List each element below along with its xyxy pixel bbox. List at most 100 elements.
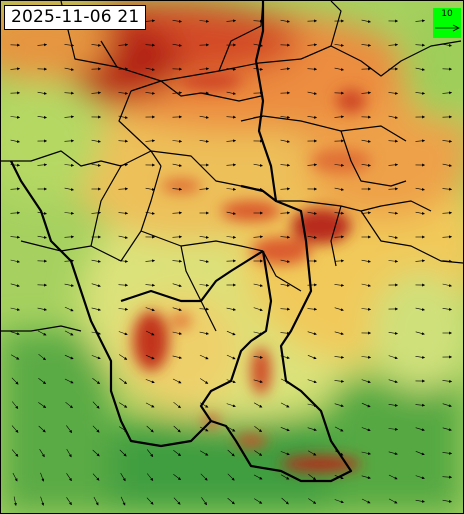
- wind-vector-arrow-icon: [388, 235, 398, 239]
- wind-vector-arrow-icon: [334, 211, 345, 215]
- wind-vector-arrow-icon: [64, 283, 74, 287]
- wind-vector-arrow-icon: [280, 19, 290, 23]
- wind-vector-arrow-icon: [254, 426, 263, 433]
- wind-vector-arrow-icon: [308, 474, 317, 481]
- wind-vector-arrow-icon: [173, 425, 181, 433]
- wind-vector-arrow-icon: [253, 331, 263, 335]
- wind-vector-arrow-icon: [65, 401, 73, 409]
- wind-vector-arrow-icon: [145, 139, 156, 143]
- wind-vector-arrow-icon: [226, 139, 237, 143]
- wind-vector-arrow-icon: [415, 403, 426, 407]
- wind-vector-arrow-icon: [38, 353, 46, 361]
- wind-vector-arrow-icon: [145, 19, 156, 23]
- wind-vector-arrow-icon: [361, 402, 371, 408]
- wind-vector-arrow-icon: [92, 401, 100, 409]
- wind-vector-arrow-icon: [280, 331, 291, 335]
- wind-vector-arrow-icon: [145, 379, 155, 384]
- wind-vector-arrow-icon: [253, 235, 264, 239]
- wind-vector-arrow-icon: [145, 307, 155, 312]
- wind-vector-arrow-icon: [442, 163, 452, 167]
- wind-vector-arrow-icon: [280, 187, 291, 191]
- wind-vector-arrow-icon: [64, 259, 75, 263]
- wind-vector-arrow-icon: [64, 378, 74, 384]
- wind-vector-arrow-icon: [91, 259, 101, 263]
- wind-vector-arrow-icon: [415, 427, 425, 432]
- wind-vector-arrow-icon: [226, 163, 237, 167]
- wind-vector-arrow-icon: [10, 283, 20, 287]
- wind-vector-arrow-icon: [254, 450, 263, 456]
- wind-vector-arrow-icon: [226, 91, 236, 95]
- wind-vector-arrow-icon: [388, 139, 399, 143]
- wind-vector-arrow-icon: [172, 91, 183, 95]
- wind-vector-arrow-icon: [280, 235, 291, 239]
- wind-vector-arrow-icon: [226, 330, 236, 336]
- wind-vector-arrow-icon: [415, 139, 426, 143]
- wind-vector-arrow-icon: [253, 187, 263, 191]
- wind-vector-arrow-icon: [226, 426, 236, 432]
- wind-vector-arrow-icon: [199, 307, 210, 311]
- wind-vector-arrow-icon: [307, 450, 317, 456]
- wind-vector-arrow-icon: [388, 427, 399, 431]
- wind-vector-arrow-icon: [199, 115, 209, 119]
- wind-vector-arrow-icon: [253, 67, 264, 71]
- wind-vector-arrow-icon: [91, 43, 102, 47]
- wind-vector-arrow-icon: [280, 474, 290, 480]
- wind-vector-arrow-icon: [10, 235, 21, 239]
- wind-vector-arrow-icon: [442, 451, 453, 455]
- wind-vector-arrow-icon: [253, 474, 263, 480]
- wind-vector-arrow-icon: [91, 283, 101, 288]
- wind-vector-arrow-icon: [415, 331, 425, 335]
- wind-vector-arrow-icon: [66, 473, 72, 482]
- wind-vector-arrow-icon: [253, 115, 264, 119]
- wind-vector-arrow-icon: [66, 448, 72, 458]
- wind-vector-arrow-icon: [226, 19, 237, 23]
- wind-vector-arrow-icon: [199, 283, 210, 287]
- wind-vector-arrow-icon: [118, 307, 129, 311]
- wind-vector-arrow-icon: [172, 283, 182, 288]
- wind-vector-arrow-icon: [334, 259, 345, 263]
- wind-vector-arrow-icon: [280, 307, 291, 311]
- wind-vector-arrow-icon: [226, 307, 236, 311]
- wind-vector-arrow-icon: [118, 235, 128, 239]
- wind-vector-arrow-icon: [38, 402, 47, 408]
- wind-vector-arrow-icon: [37, 330, 47, 336]
- wind-vector-arrow-icon: [361, 19, 371, 23]
- wind-vector-arrow-icon: [40, 472, 45, 482]
- wind-vector-arrow-icon: [280, 67, 291, 71]
- wind-vector-arrow-icon: [10, 331, 20, 336]
- wind-vector-arrow-icon: [280, 259, 290, 263]
- wind-vector-arrow-icon: [334, 499, 344, 504]
- wind-vector-arrow-icon: [308, 498, 317, 504]
- wind-vector-arrow-icon: [199, 450, 209, 456]
- wind-vector-arrow-icon: [442, 235, 453, 239]
- wind-vector-arrow-icon: [199, 331, 209, 335]
- wind-vector-arrow-icon: [173, 401, 181, 409]
- wind-vector-arrow-icon: [145, 402, 155, 408]
- wind-vector-arrow-icon: [280, 451, 290, 456]
- wind-vector-arrow-icon: [173, 497, 181, 505]
- wind-vector-arrow-icon: [64, 211, 75, 215]
- wind-vector-arrow-icon: [10, 163, 21, 167]
- wind-vector-arrow-icon: [307, 331, 317, 336]
- wind-vector-arrow-icon: [415, 91, 426, 95]
- wind-vector-arrow-icon: [253, 379, 263, 383]
- wind-vector-arrow-icon: [10, 211, 21, 215]
- wind-vector-arrow-icon: [307, 43, 318, 47]
- vector-scale-legend: 10: [433, 8, 461, 38]
- wind-vector-arrow-icon: [388, 498, 398, 504]
- wind-vector-arrow-icon: [10, 354, 20, 360]
- wind-vector-arrow-icon: [442, 475, 453, 479]
- wind-vector-arrow-icon: [146, 473, 154, 481]
- wind-vector-arrow-icon: [91, 307, 101, 311]
- wind-vector-arrow-icon: [415, 475, 425, 480]
- wind-vector-arrow-icon: [307, 115, 318, 119]
- wind-vector-arrow-icon: [118, 91, 129, 95]
- legend-reference-value: 10: [441, 9, 453, 19]
- wind-vector-arrow-icon: [145, 354, 155, 360]
- wind-vector-arrow-icon: [388, 379, 398, 384]
- wind-vector-arrow-icon: [146, 497, 154, 505]
- wind-vector-arrow-icon: [118, 331, 128, 336]
- wind-vector-arrow-icon: [119, 402, 128, 408]
- wind-vector-arrow-icon: [145, 259, 156, 263]
